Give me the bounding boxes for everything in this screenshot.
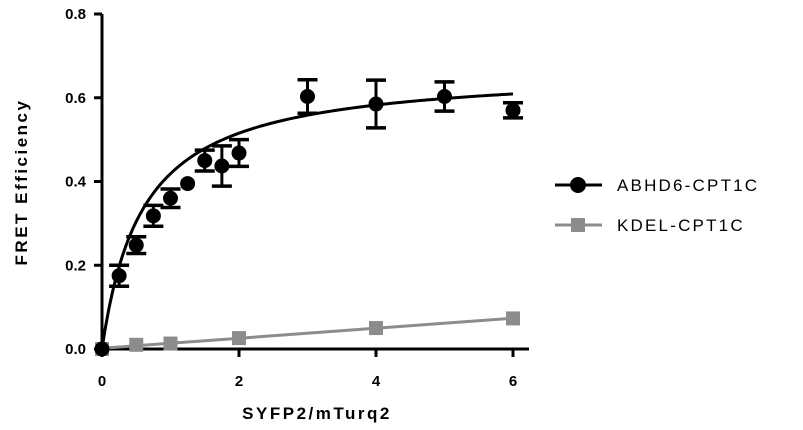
abhd6-data-point: [505, 102, 521, 118]
legend-entry-abhd6: ABHD6-CPT1C: [555, 176, 759, 195]
kdel-data-point: [506, 311, 520, 326]
x-tick-label: 4: [372, 373, 381, 390]
abhd6-data-point: [128, 237, 144, 253]
x-tick-label: 0: [98, 373, 106, 390]
abhd6-data-point: [145, 208, 161, 224]
abhd6-data-point: [214, 158, 230, 174]
y-tick-label: 0.2: [65, 257, 86, 274]
abhd6-data-point: [368, 96, 384, 112]
y-tick-label: 0.0: [65, 341, 86, 358]
abhd6-fit-curve: [100, 92, 514, 350]
x-tick-label: 6: [509, 373, 517, 390]
y-ticks: 0.0 0.2 0.4 0.6 0.8: [65, 6, 102, 358]
y-tick-label: 0.4: [65, 174, 87, 191]
abhd6-data-point: [163, 190, 178, 206]
x-tick-label: 2: [235, 373, 243, 390]
legend-label-abhd6: ABHD6-CPT1C: [617, 176, 759, 195]
kdel-data-point: [232, 331, 246, 346]
x-axis-title: SYFP2/mTurq2: [242, 404, 392, 423]
abhd6-data-point: [231, 145, 247, 161]
abhd6-data-point: [111, 268, 127, 284]
legend-marker-abhd6: [570, 177, 586, 193]
y-axis-title: FRET Efficiency: [12, 99, 31, 266]
abhd6-data-point: [180, 176, 196, 192]
abhd6-data-point: [94, 341, 110, 357]
y-tick-label: 0.8: [65, 6, 86, 23]
kdel-data-point: [129, 337, 144, 352]
plot-area: [94, 77, 523, 357]
axes: [100, 14, 529, 351]
legend-label-kdel: KDEL-CPT1C: [617, 216, 745, 235]
abhd6-data-point: [197, 153, 213, 169]
legend-entry-kdel: KDEL-CPT1C: [555, 216, 745, 235]
legend-marker-kdel: [571, 218, 585, 232]
x-ticks: 0 2 4 6: [98, 349, 517, 390]
kdel-data-point: [369, 321, 383, 336]
abhd6-data-point: [300, 88, 315, 104]
kdel-data-point: [163, 336, 178, 351]
abhd6-data-point: [437, 88, 452, 104]
y-tick-label: 0.6: [65, 90, 86, 107]
legend: ABHD6-CPT1C KDEL-CPT1C: [555, 176, 759, 235]
